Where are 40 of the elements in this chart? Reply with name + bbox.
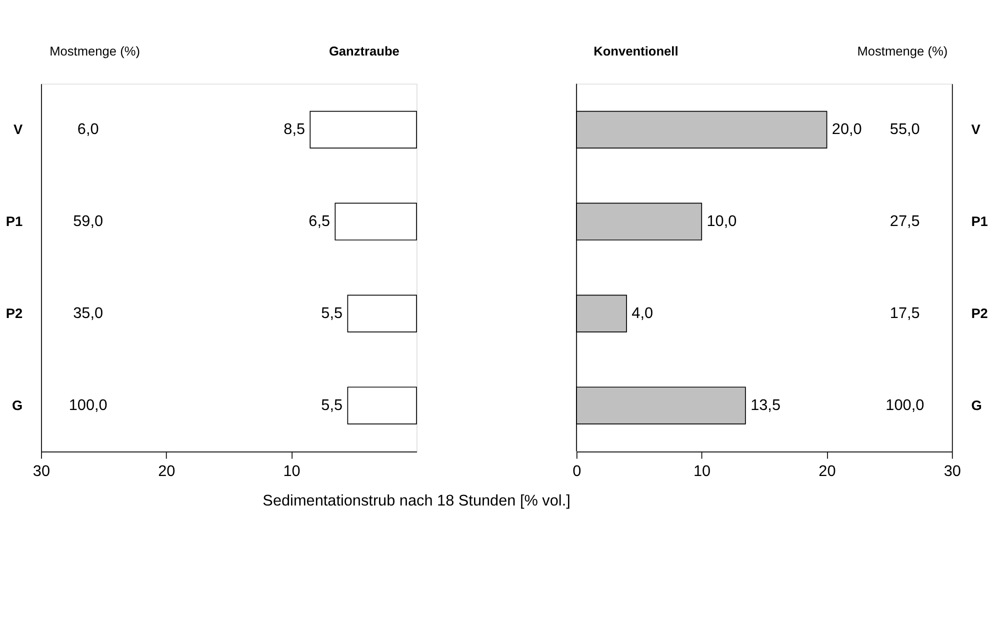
text: Mostmenge (%) xyxy=(50,43,140,58)
x-axis-title: Sedimentationstrub nach 18 Stunden [% vol.] xyxy=(262,492,570,510)
data-label: 5,5 xyxy=(321,396,343,414)
y-tick-label: G xyxy=(971,398,982,413)
y-tick-label: V xyxy=(14,122,24,137)
bar xyxy=(347,294,417,332)
y-tick-label: P2 xyxy=(6,306,24,321)
y-tick-label: V xyxy=(971,122,982,137)
bar xyxy=(347,386,417,424)
x-tick-label: 0 xyxy=(572,462,582,480)
text: Mostmenge (%) xyxy=(857,43,948,58)
x-tick-label: 30 xyxy=(944,462,961,480)
x-tick-label: 10 xyxy=(283,462,300,480)
y-tick-label: P1 xyxy=(6,214,24,229)
y-tick-label: G xyxy=(12,398,23,413)
y-tick-label: P2 xyxy=(971,306,988,321)
bar xyxy=(310,110,417,148)
text: Ganztraube xyxy=(328,43,400,58)
annotation: 100,0 xyxy=(886,396,924,414)
x-tick-label: 20 xyxy=(818,462,836,480)
annotation: 35,0 xyxy=(73,304,104,322)
annotation: 27,5 xyxy=(890,212,920,230)
annotation: 17,5 xyxy=(890,304,920,322)
y-tick-label: P1 xyxy=(971,214,988,229)
text: Konventionell xyxy=(594,43,678,58)
annotation: 6,0 xyxy=(77,120,99,138)
annotation: 59,0 xyxy=(73,212,104,230)
data-label: 20,0 xyxy=(832,120,862,138)
data-label: 8,5 xyxy=(284,120,306,138)
data-label: 10,0 xyxy=(706,212,737,230)
annotation: 100,0 xyxy=(68,396,108,414)
bar xyxy=(334,202,417,240)
data-label: 6,5 xyxy=(308,212,330,230)
annotation: 55,0 xyxy=(890,120,920,138)
data-label: 4,0 xyxy=(632,304,654,322)
data-label: 5,5 xyxy=(321,304,343,322)
x-tick-label: 20 xyxy=(158,462,176,480)
x-tick-label: 10 xyxy=(694,462,711,480)
data-label: 13,5 xyxy=(750,396,781,414)
x-tick-label: 30 xyxy=(32,462,50,480)
